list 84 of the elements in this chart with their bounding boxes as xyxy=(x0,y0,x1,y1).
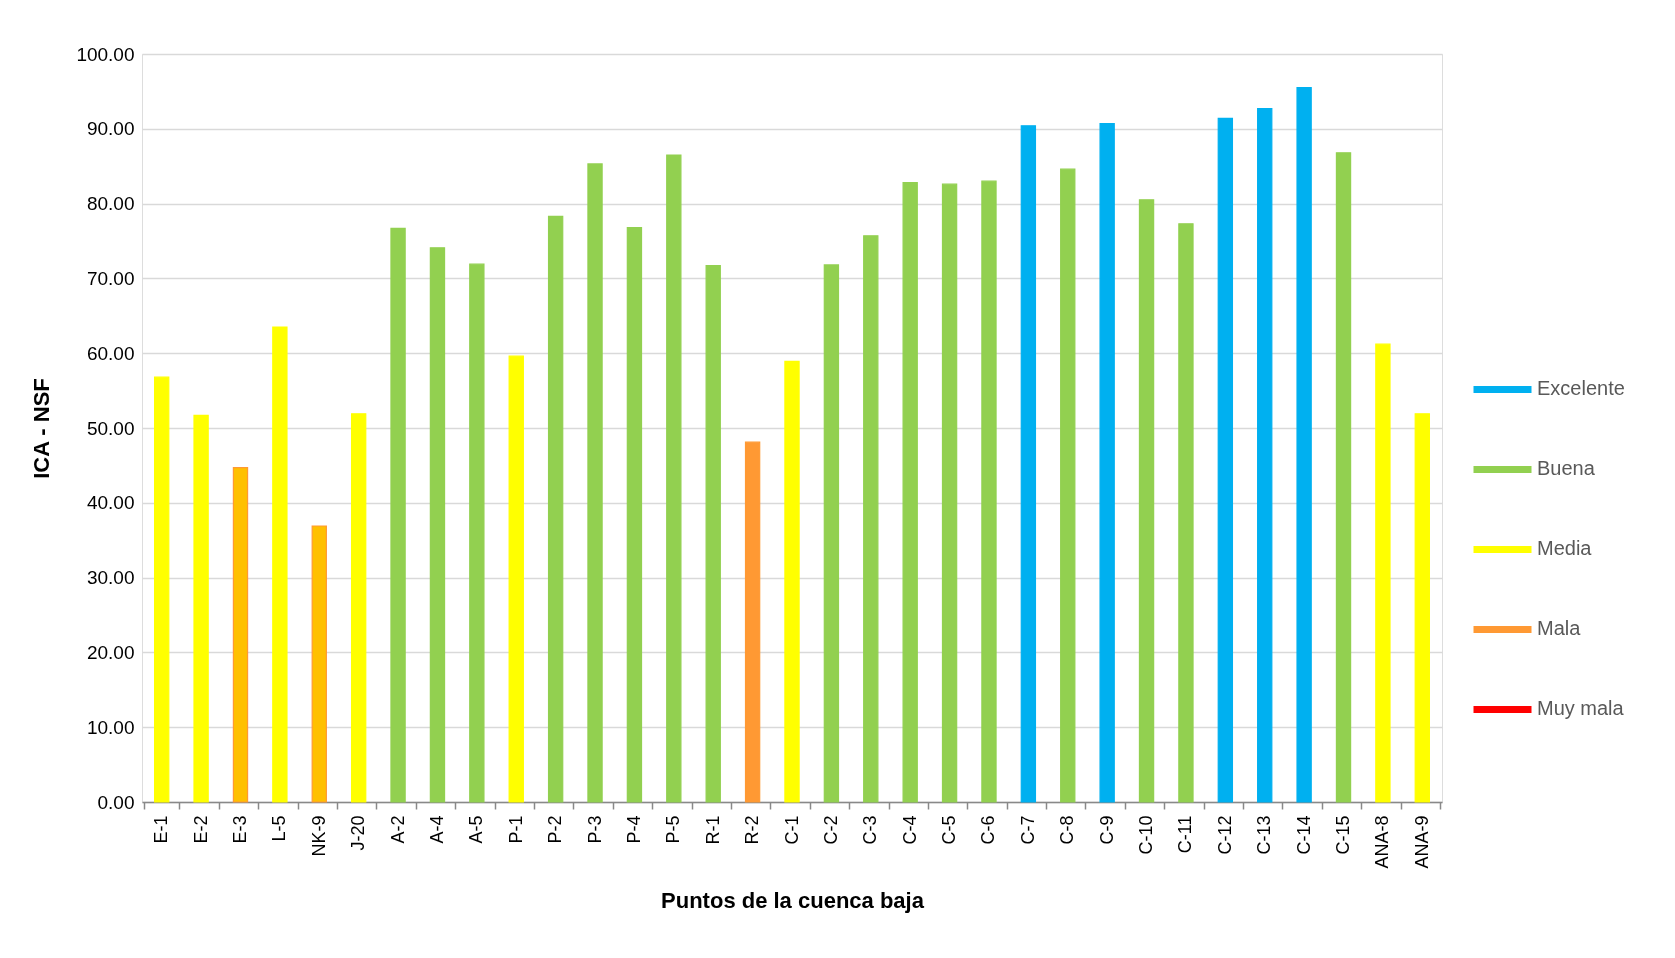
x-tick-label: P-2 xyxy=(545,815,566,844)
x-tick-label: C-10 xyxy=(1136,815,1157,855)
bar xyxy=(1375,343,1391,803)
x-tick-label: C-1 xyxy=(781,815,802,845)
x-tick-label: A-2 xyxy=(387,815,408,844)
bar xyxy=(1178,223,1194,803)
x-tick-label: C-8 xyxy=(1057,815,1078,845)
legend-label: Muy mala xyxy=(1537,697,1625,720)
legend-label: Buena xyxy=(1537,457,1596,480)
x-tick-label: NK-9 xyxy=(308,815,329,857)
bar xyxy=(469,263,485,803)
bar xyxy=(626,226,643,803)
x-axis-title: Puntos de la cuenca baja xyxy=(661,887,925,913)
bar xyxy=(666,154,682,803)
bar xyxy=(429,247,446,803)
bar xyxy=(941,183,958,803)
x-tick-label: P-1 xyxy=(505,815,526,844)
bar xyxy=(1335,152,1352,803)
bar xyxy=(1296,87,1312,803)
x-tick-label: L-5 xyxy=(269,815,290,842)
x-tick-label: A-5 xyxy=(466,815,487,844)
bar xyxy=(311,525,327,803)
bar xyxy=(508,355,524,803)
bar xyxy=(1060,168,1076,803)
x-tick-label: C-14 xyxy=(1293,815,1314,855)
legend-label: Excelente xyxy=(1537,377,1625,400)
x-tick-label: C-13 xyxy=(1254,815,1275,855)
x-tick-label: P-3 xyxy=(584,815,605,844)
x-tick-label: R-1 xyxy=(702,815,723,845)
x-tick-label: R-2 xyxy=(742,815,763,845)
x-tick-label: C-11 xyxy=(1175,815,1196,854)
x-tick-label: ANA-9 xyxy=(1411,815,1432,869)
bar xyxy=(390,227,406,803)
x-tick-label: C-4 xyxy=(899,815,920,845)
x-tick-label: C-15 xyxy=(1333,815,1354,855)
x-tick-label: ANA-8 xyxy=(1372,815,1393,869)
x-tick-label: C-3 xyxy=(860,815,881,845)
bar xyxy=(547,215,564,803)
x-tick-label: C-7 xyxy=(1017,815,1038,845)
bar xyxy=(193,414,209,803)
x-tick-label: P-5 xyxy=(663,815,684,844)
bar xyxy=(1257,108,1273,803)
x-tick-label: E-3 xyxy=(229,815,250,844)
bar xyxy=(1414,413,1430,803)
bar xyxy=(784,360,800,803)
legend-label: Media xyxy=(1537,537,1593,560)
y-axis-title: ICA - NSF xyxy=(29,378,55,479)
bar xyxy=(272,326,288,803)
x-tick-label: E-1 xyxy=(151,815,172,844)
bar xyxy=(705,265,721,803)
y-tick-label: 70.00 xyxy=(86,267,135,289)
bar xyxy=(981,180,997,803)
y-tick-label: 90.00 xyxy=(86,118,135,140)
x-tick-label: C-6 xyxy=(978,815,999,845)
bar xyxy=(232,467,249,803)
bar xyxy=(863,235,879,803)
x-tick-label: C-5 xyxy=(939,815,960,845)
bar xyxy=(154,376,170,803)
x-tick-label: C-9 xyxy=(1096,815,1117,845)
bar xyxy=(902,182,918,803)
y-tick-label: 10.00 xyxy=(86,716,135,738)
bar xyxy=(1217,117,1234,803)
y-tick-label: 30.00 xyxy=(86,567,135,589)
x-tick-label: P-4 xyxy=(623,815,644,844)
x-tick-label: E-2 xyxy=(190,815,211,844)
x-tick-label: C-12 xyxy=(1214,815,1235,855)
legend-label: Mala xyxy=(1537,617,1582,640)
y-tick-label: 0.00 xyxy=(97,791,135,813)
bar xyxy=(744,441,761,803)
bar xyxy=(350,413,367,803)
y-tick-label: 80.00 xyxy=(86,193,135,215)
y-tick-label: 20.00 xyxy=(86,641,135,663)
x-tick-label: C-2 xyxy=(820,815,841,845)
bar xyxy=(587,163,603,803)
bar xyxy=(1020,125,1037,803)
bar xyxy=(1099,122,1115,803)
bar xyxy=(823,264,840,803)
x-tick-label: J-20 xyxy=(348,815,369,851)
x-tick-label: A-4 xyxy=(426,815,447,844)
y-tick-label: 100.00 xyxy=(76,43,135,65)
y-tick-label: 40.00 xyxy=(86,492,135,514)
bar xyxy=(1138,199,1155,803)
y-tick-label: 50.00 xyxy=(86,417,135,439)
y-tick-label: 60.00 xyxy=(86,342,135,364)
